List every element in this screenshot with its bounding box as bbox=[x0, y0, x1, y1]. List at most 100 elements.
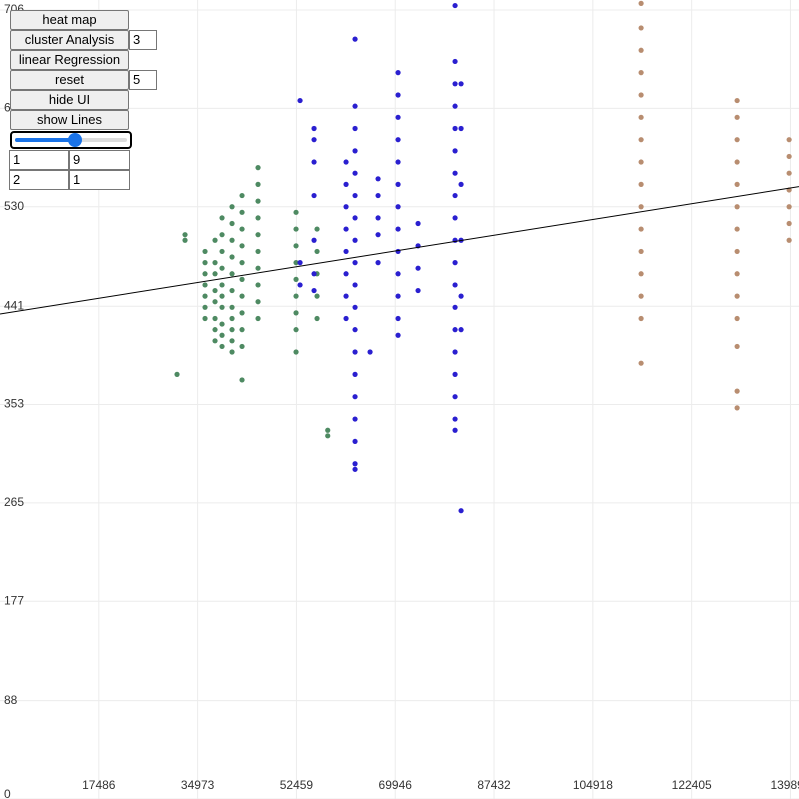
point bbox=[638, 248, 644, 255]
input[interactable]: 9 bbox=[69, 150, 130, 170]
point bbox=[229, 304, 235, 310]
point bbox=[638, 226, 644, 232]
point bbox=[182, 237, 188, 243]
point bbox=[212, 338, 218, 344]
point bbox=[395, 181, 401, 187]
point bbox=[352, 416, 358, 422]
point bbox=[452, 327, 458, 333]
point bbox=[734, 204, 740, 210]
point bbox=[239, 343, 245, 350]
point bbox=[293, 310, 299, 316]
point bbox=[314, 226, 320, 232]
point bbox=[638, 204, 644, 210]
point bbox=[314, 248, 320, 255]
point bbox=[458, 125, 464, 132]
y-tick-label: 265 bbox=[4, 495, 24, 509]
point bbox=[219, 248, 225, 255]
point bbox=[352, 394, 358, 400]
point bbox=[734, 315, 740, 322]
point bbox=[786, 237, 792, 243]
cluster-button[interactable]: cluster Analysis bbox=[10, 30, 129, 50]
point bbox=[202, 315, 208, 322]
point bbox=[219, 304, 225, 310]
x-tick-label: 104918 bbox=[573, 778, 613, 792]
reset-input[interactable]: 5 bbox=[129, 70, 157, 90]
y-tick-label: 530 bbox=[4, 199, 24, 213]
point bbox=[395, 137, 401, 143]
x-tick-label: 34973 bbox=[181, 778, 215, 792]
show-lines-button[interactable]: show Lines bbox=[10, 110, 129, 130]
reset-button[interactable]: reset bbox=[10, 70, 129, 90]
y-tick-label: 0 bbox=[4, 787, 11, 799]
point bbox=[202, 248, 208, 255]
point bbox=[219, 265, 225, 271]
point bbox=[458, 327, 464, 333]
point bbox=[395, 70, 401, 76]
point bbox=[352, 371, 358, 377]
point bbox=[255, 265, 261, 271]
point bbox=[638, 360, 644, 366]
point bbox=[293, 260, 299, 266]
point bbox=[458, 508, 464, 514]
point bbox=[352, 260, 358, 266]
point bbox=[343, 226, 349, 232]
point bbox=[239, 226, 245, 232]
heat-map-button[interactable]: heat map bbox=[10, 10, 129, 30]
point bbox=[229, 349, 235, 355]
point bbox=[212, 327, 218, 333]
regression-button[interactable]: linear Regression bbox=[10, 50, 129, 70]
point bbox=[212, 271, 218, 277]
point bbox=[212, 287, 218, 294]
point bbox=[311, 137, 317, 143]
point bbox=[352, 466, 358, 472]
point bbox=[239, 243, 245, 249]
point bbox=[239, 192, 245, 199]
point bbox=[202, 304, 208, 310]
point bbox=[255, 299, 261, 305]
point bbox=[255, 282, 261, 288]
point bbox=[367, 349, 373, 355]
point bbox=[343, 293, 349, 299]
point bbox=[452, 192, 458, 199]
point bbox=[375, 260, 381, 266]
point bbox=[638, 137, 644, 143]
point bbox=[255, 248, 261, 255]
point bbox=[239, 260, 245, 266]
point bbox=[452, 416, 458, 422]
point bbox=[734, 293, 740, 299]
point bbox=[202, 293, 208, 299]
point bbox=[734, 159, 740, 165]
point bbox=[212, 299, 218, 305]
point bbox=[638, 0, 644, 6]
slider[interactable] bbox=[10, 131, 132, 149]
point bbox=[255, 165, 261, 171]
point bbox=[395, 226, 401, 232]
point bbox=[174, 371, 180, 377]
hide-ui-button[interactable]: hide UI bbox=[10, 90, 129, 110]
point bbox=[786, 204, 792, 210]
point bbox=[395, 248, 401, 255]
point bbox=[219, 343, 225, 350]
point bbox=[202, 260, 208, 266]
point bbox=[638, 92, 644, 98]
point bbox=[293, 209, 299, 215]
point bbox=[734, 248, 740, 255]
point bbox=[734, 343, 740, 350]
point bbox=[352, 349, 358, 355]
input[interactable]: 1 bbox=[69, 170, 130, 190]
point bbox=[638, 159, 644, 165]
x-tick-label: 139891 bbox=[770, 778, 799, 792]
input[interactable]: 2 bbox=[9, 170, 69, 190]
point bbox=[786, 137, 792, 143]
point bbox=[734, 97, 740, 104]
point bbox=[452, 394, 458, 400]
y-tick-label: 441 bbox=[4, 298, 24, 312]
point bbox=[239, 293, 245, 299]
point bbox=[219, 282, 225, 288]
input[interactable]: 1 bbox=[9, 150, 69, 170]
cluster-input[interactable]: 3 bbox=[129, 30, 157, 50]
point bbox=[229, 254, 235, 260]
point bbox=[293, 349, 299, 355]
point bbox=[415, 265, 421, 271]
point bbox=[395, 293, 401, 299]
